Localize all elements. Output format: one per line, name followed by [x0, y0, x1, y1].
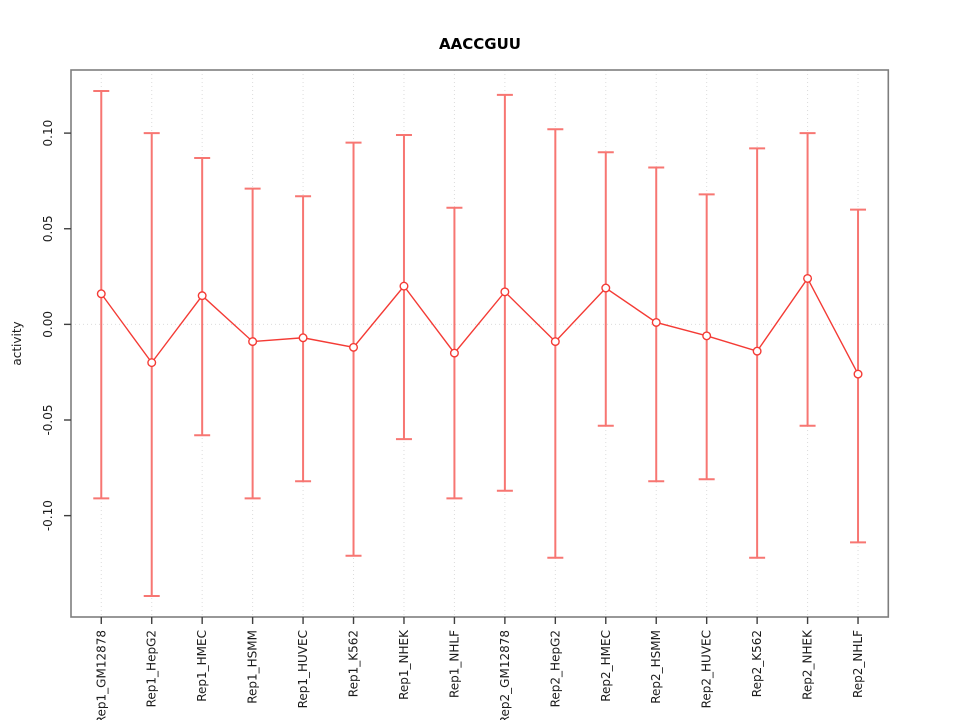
error-bars	[93, 90, 867, 597]
data-point	[601, 283, 611, 293]
axes: 0.10 0.05 0.00 -0.05 -0.10 Rep1_GM12878 Rep1_H…	[41, 69, 890, 720]
data-point	[651, 317, 661, 327]
data-point	[349, 342, 359, 352]
x-category-label: Rep2_HepG2	[548, 630, 562, 707]
x-category-label: Rep2_HUVEC	[700, 630, 714, 708]
x-category-label: Rep2_NHEK	[801, 629, 815, 700]
data-point	[752, 346, 762, 356]
data-point	[197, 291, 207, 301]
data-point	[803, 273, 813, 283]
plot-border	[70, 69, 890, 618]
x-category-label: Rep2_NHLF	[851, 630, 865, 698]
y-tick-label: 0.00	[41, 311, 55, 338]
data-point	[96, 289, 106, 299]
data-point	[702, 331, 712, 341]
data-point	[248, 337, 258, 347]
y-tick-label: 0.10	[41, 120, 55, 147]
x-category-label: Rep1_HepG2	[145, 630, 159, 707]
x-category-label: Rep2_GM12878	[498, 630, 512, 720]
x-category-label: Rep1_NHEK	[397, 629, 411, 700]
data-point	[399, 281, 409, 291]
x-category-label: Rep2_HMEC	[599, 630, 613, 702]
x-category-label: Rep1_GM12878	[94, 630, 108, 720]
data-point	[449, 348, 459, 358]
chart-title: AACCGUU	[439, 35, 521, 53]
y-axis-label: activity	[10, 321, 24, 365]
data-point	[853, 369, 863, 379]
y-tick-label: -0.05	[41, 404, 55, 435]
y-tick-label: -0.10	[41, 500, 55, 531]
x-category-label: Rep1_HUVEC	[296, 630, 310, 708]
data-point	[298, 333, 308, 343]
data-series	[96, 273, 863, 379]
x-category-label: Rep1_NHLF	[447, 630, 461, 698]
x-category-label: Rep2_K562	[750, 630, 764, 697]
x-category-label: Rep2_HSMM	[649, 630, 663, 704]
series-line	[100, 277, 859, 375]
data-point	[147, 358, 157, 368]
data-point	[500, 287, 510, 297]
data-point	[550, 337, 560, 347]
x-category-label: Rep1_K562	[347, 630, 361, 697]
gridlines	[71, 70, 889, 617]
x-category-label: Rep1_HMEC	[195, 630, 209, 702]
y-tick-label: 0.05	[41, 215, 55, 242]
x-category-label: Rep1_HSMM	[246, 630, 260, 704]
